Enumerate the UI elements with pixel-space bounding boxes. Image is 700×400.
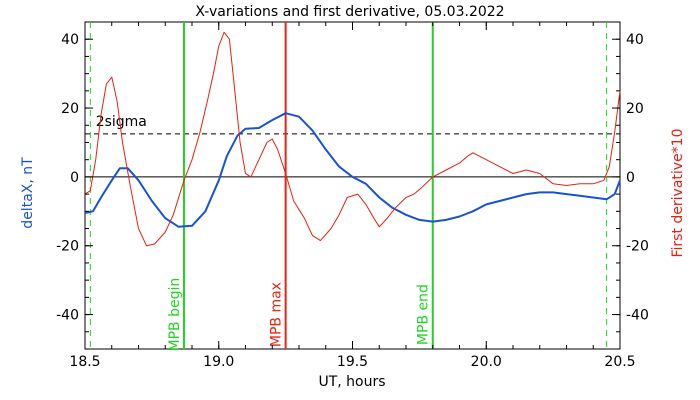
vertical-line-label: MPB begin <box>167 278 183 352</box>
y-tick-label-left: 20 <box>61 101 79 117</box>
plot-area: 2sigma MPB begin MPB max MPB end 18.5 19.0 19.… <box>56 21 649 370</box>
y-tick-label-left: -20 <box>56 239 79 255</box>
y-tick-label-right: -20 <box>626 239 649 255</box>
y-tick-label-right: 0 <box>626 170 635 186</box>
x-tick-label: 20.5 <box>604 354 635 370</box>
vertical-line-label: MPB end <box>416 284 432 345</box>
x-tick-label: 18.5 <box>69 354 100 370</box>
y-axis-label-right: First derivative*10 <box>670 128 686 257</box>
y-tick-label-right: 40 <box>626 32 644 48</box>
vertical-line-label: MPB max <box>269 282 285 347</box>
y-tick-label-left: 0 <box>70 170 79 186</box>
threshold-label: 2sigma <box>96 114 147 130</box>
plot-frame <box>84 21 621 350</box>
y-tick-label-right: -40 <box>626 308 649 324</box>
chart-title: X-variations and first derivative, 05.03… <box>195 4 504 20</box>
series-line-first-derivative-10 <box>84 31 621 247</box>
y-tick-label-left: -40 <box>56 308 79 324</box>
y-axis-label-left: deltaX, nT <box>20 157 36 229</box>
y-tick-label-right: 20 <box>626 101 644 117</box>
x-tick-label: 19.0 <box>203 354 234 370</box>
y-tick-label-left: 40 <box>61 32 79 48</box>
x-tick-label: 20.0 <box>471 354 502 370</box>
x-axis-label: UT, hours <box>318 374 385 390</box>
x-tick-label: 19.5 <box>337 354 368 370</box>
series-line-deltax <box>84 112 621 228</box>
